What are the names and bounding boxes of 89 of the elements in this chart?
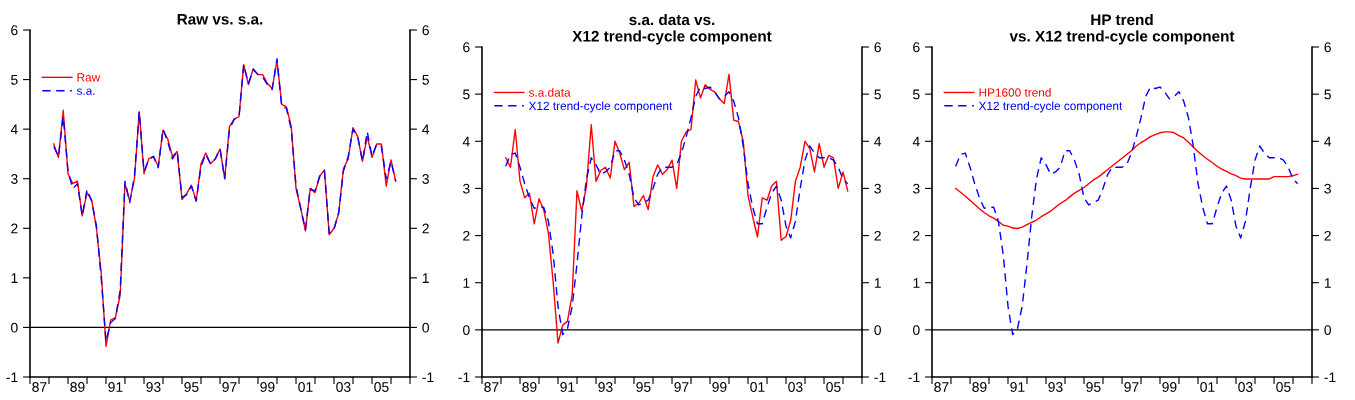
x-tick-label: 99	[1162, 382, 1177, 392]
y2-tick-label: 4	[1324, 136, 1332, 147]
y-tick-label: 4	[912, 136, 920, 147]
y-tick-label: 4	[462, 136, 470, 147]
x-tick-label: 01	[298, 382, 313, 392]
legend-label: X12 trend-cycle component	[528, 101, 673, 113]
x-tick-label: 97	[1124, 382, 1139, 392]
chart-title: Raw vs. s.a.	[177, 13, 263, 25]
y-tick-label: -1	[6, 372, 18, 383]
x-tick-label: 93	[146, 382, 161, 392]
y-tick-label: 2	[463, 230, 470, 241]
y-tick-label: 1	[11, 273, 18, 283]
y-tick-label: 2	[11, 223, 18, 234]
y2-tick-label: 0	[1324, 325, 1331, 336]
x-tick-label: 91	[1010, 382, 1025, 392]
x-tick-label: 97	[674, 382, 689, 392]
chart-title: s.a. data vs. X12 trend-cycle component	[572, 13, 772, 45]
x-tick-label: 95	[636, 382, 651, 392]
y2-tick-label: -1	[422, 372, 434, 383]
y-tick-label: 6	[913, 42, 920, 53]
x-tick-label: 93	[598, 382, 613, 392]
y2-tick-label: 1	[874, 278, 881, 288]
legend-label: s.a.data	[528, 88, 571, 97]
y2-tick-label: 4	[874, 136, 882, 147]
x-tick-label: 91	[560, 382, 575, 392]
x-tick-label: 87	[484, 382, 499, 392]
y-tick-label: 0	[11, 322, 18, 333]
x-tick-label: 03	[788, 382, 803, 392]
chart-title: HP trend vs. X12 trend-cycle component	[1009, 13, 1235, 45]
line-series	[955, 86, 1299, 336]
y-tick-label: 0	[913, 325, 920, 336]
y-tick-label: 5	[463, 89, 470, 100]
y2-tick-label: 2	[874, 230, 881, 241]
x-tick-label: 89	[522, 382, 537, 392]
x-tick-label: 05	[374, 382, 389, 392]
y-tick-label: 3	[463, 183, 470, 194]
y-tick-label: 6	[11, 25, 18, 36]
y-tick-label: 5	[11, 75, 18, 85]
legend-label: HP1600 trend	[979, 88, 1051, 97]
y2-tick-label: 2	[1324, 230, 1331, 241]
y-tick-label: -1	[908, 372, 920, 383]
y2-tick-label: 5	[874, 89, 881, 100]
y2-tick-label: 6	[874, 42, 881, 53]
x-tick-label: 93	[1048, 382, 1063, 392]
y2-tick-label: -1	[874, 372, 886, 383]
x-tick-label: 97	[222, 382, 237, 392]
y2-tick-label: 3	[874, 183, 881, 194]
x-tick-label: 91	[108, 382, 123, 392]
y-tick-label: 3	[913, 183, 920, 194]
y2-tick-label: 0	[874, 325, 881, 336]
x-tick-label: 95	[184, 382, 199, 392]
x-tick-label: 89	[972, 382, 987, 392]
y-tick-label: 1	[913, 278, 920, 288]
x-tick-label: 03	[1238, 382, 1253, 392]
y2-tick-label: 3	[422, 174, 429, 184]
y2-tick-label: 6	[1324, 42, 1331, 53]
y2-tick-label: 4	[422, 124, 430, 135]
y-tick-label: 2	[913, 230, 920, 241]
line-series	[955, 131, 1299, 230]
y-tick-label: 6	[463, 42, 470, 53]
x-tick-label: 99	[712, 382, 727, 392]
y2-tick-label: 3	[1324, 183, 1331, 194]
y2-tick-label: -1	[1324, 372, 1336, 383]
x-tick-label: 03	[336, 382, 351, 392]
y2-tick-label: 5	[1324, 89, 1331, 100]
y-tick-label: -1	[458, 372, 470, 383]
x-tick-label: 99	[260, 382, 275, 392]
legend-label: Raw	[77, 73, 101, 82]
x-tick-label: 95	[1086, 382, 1101, 392]
y-tick-label: 5	[913, 89, 920, 100]
x-tick-label: 89	[70, 382, 85, 392]
x-tick-label: 01	[1200, 382, 1215, 392]
x-tick-label: 87	[934, 382, 949, 392]
x-tick-label: 87	[32, 382, 47, 392]
y2-tick-label: 1	[422, 273, 429, 283]
legend-label: s.a.	[76, 88, 95, 95]
legend-label: X12 trend-cycle component	[978, 101, 1123, 113]
y2-tick-label: 6	[422, 25, 429, 36]
y2-tick-label: 2	[422, 223, 429, 234]
y2-tick-label: 5	[422, 75, 429, 85]
y-tick-label: 3	[11, 174, 18, 184]
x-tick-label: 05	[1276, 382, 1291, 392]
y-tick-label: 0	[463, 325, 470, 336]
y-tick-label: 1	[463, 278, 470, 288]
y2-tick-label: 0	[422, 322, 429, 333]
y-tick-label: 4	[10, 124, 18, 135]
x-tick-label: 05	[826, 382, 841, 392]
y2-tick-label: 1	[1324, 278, 1331, 288]
x-tick-label: 01	[750, 382, 765, 392]
